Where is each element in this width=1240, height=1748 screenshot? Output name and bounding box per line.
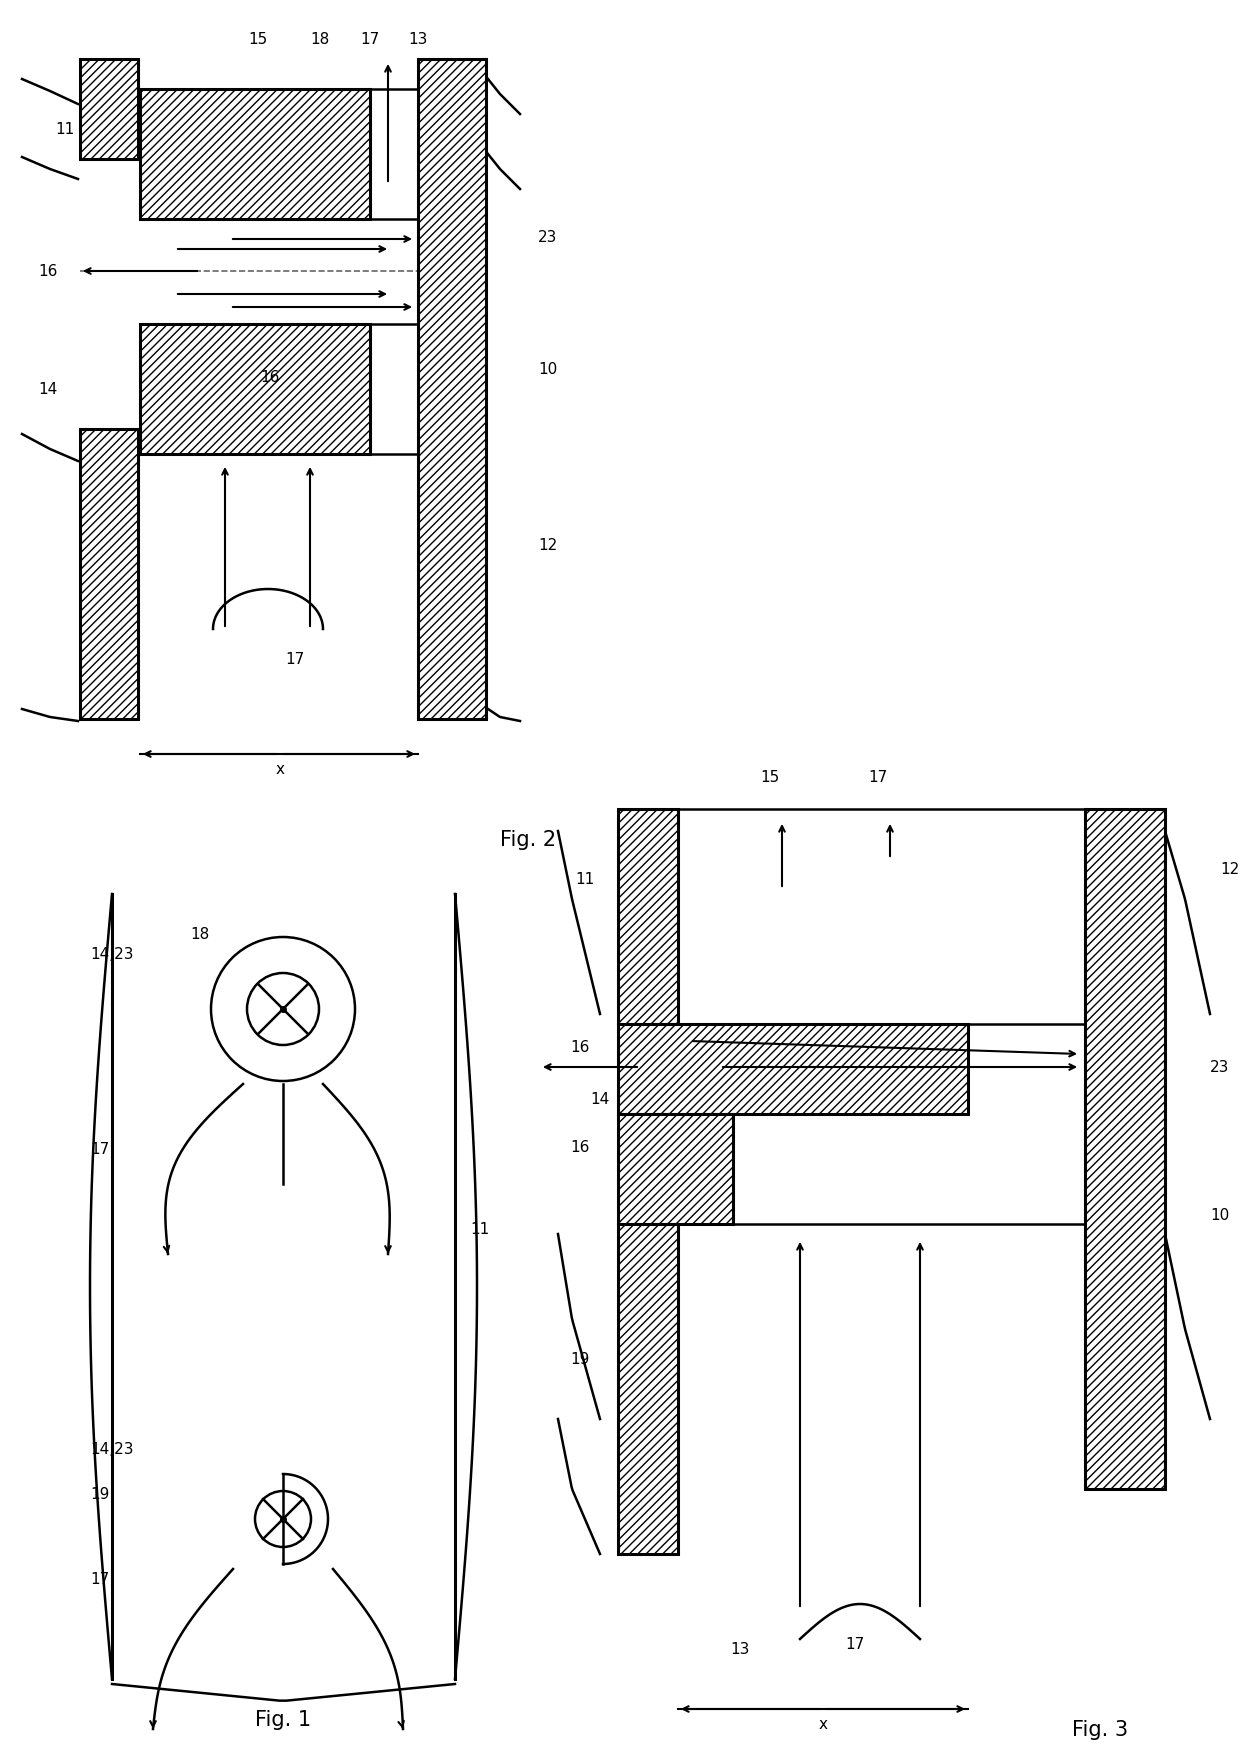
- Text: 16: 16: [570, 1040, 590, 1054]
- Text: 19: 19: [570, 1351, 590, 1367]
- Text: Fig. 1: Fig. 1: [255, 1710, 311, 1729]
- Text: 17: 17: [361, 33, 379, 47]
- Text: x: x: [275, 762, 284, 778]
- Bar: [81, 59, 138, 159]
- Text: 15: 15: [760, 771, 780, 785]
- Text: 17: 17: [868, 771, 888, 785]
- Text: 14: 14: [590, 1092, 610, 1106]
- Text: 11: 11: [575, 872, 595, 886]
- Bar: [140, 89, 370, 220]
- Text: 17: 17: [285, 652, 305, 668]
- Bar: [1085, 809, 1166, 1489]
- Text: 16: 16: [260, 371, 280, 385]
- Text: 13: 13: [408, 33, 428, 47]
- Bar: [140, 325, 370, 454]
- Text: 11: 11: [470, 1222, 490, 1238]
- Bar: [418, 59, 486, 720]
- Bar: [618, 1115, 733, 1224]
- Text: 14,23: 14,23: [91, 1442, 134, 1456]
- Text: 17: 17: [91, 1141, 109, 1157]
- Text: 11: 11: [56, 122, 74, 138]
- Bar: [618, 1224, 678, 1554]
- Text: 14,23: 14,23: [91, 947, 134, 961]
- Text: 12: 12: [538, 537, 558, 552]
- Text: 17: 17: [91, 1571, 109, 1587]
- Text: x: x: [818, 1717, 827, 1732]
- Bar: [81, 430, 138, 720]
- Text: 14: 14: [38, 383, 58, 397]
- Text: Fig. 2: Fig. 2: [500, 830, 556, 850]
- Text: 16: 16: [570, 1140, 590, 1155]
- Text: 10: 10: [1210, 1206, 1229, 1222]
- Bar: [618, 1024, 968, 1115]
- Text: 10: 10: [538, 362, 558, 378]
- Text: 18: 18: [191, 926, 210, 942]
- Text: 16: 16: [38, 264, 58, 280]
- Bar: [618, 809, 678, 1024]
- Text: Fig. 3: Fig. 3: [1071, 1718, 1128, 1739]
- Text: 23: 23: [1210, 1059, 1229, 1075]
- Text: 18: 18: [310, 33, 330, 47]
- Text: 15: 15: [248, 33, 268, 47]
- Text: 12: 12: [1220, 862, 1239, 877]
- Text: 19: 19: [91, 1486, 109, 1502]
- Text: 13: 13: [730, 1641, 750, 1657]
- Text: 23: 23: [538, 231, 558, 245]
- Text: 17: 17: [846, 1636, 864, 1652]
